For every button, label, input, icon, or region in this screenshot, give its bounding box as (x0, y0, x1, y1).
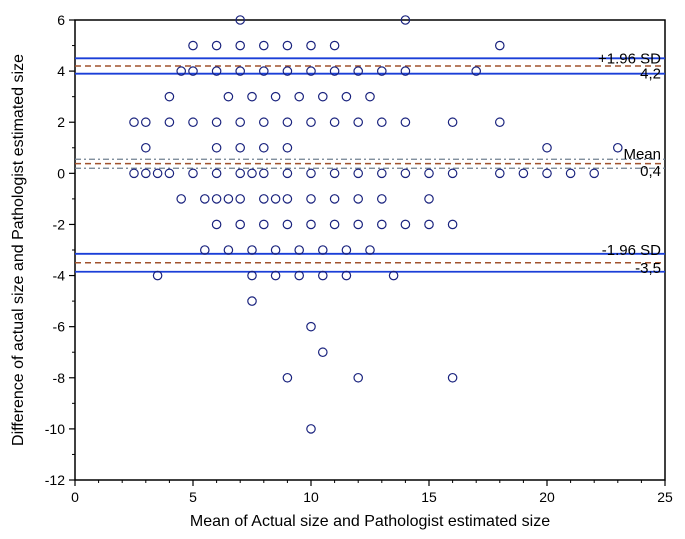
line-annotation: 0,4 (640, 163, 661, 180)
y-tick-label: -12 (45, 472, 65, 488)
bland-altman-chart: 0510152025-12-10-8-6-4-20246+1.96 SD4,2M… (0, 0, 685, 539)
y-tick-label: -10 (45, 421, 65, 437)
line-annotation: -1.96 SD (602, 242, 661, 259)
x-tick-label: 20 (539, 489, 555, 505)
x-axis-label: Mean of Actual size and Pathologist esti… (190, 513, 550, 530)
x-tick-label: 5 (189, 489, 197, 505)
y-tick-label: -4 (53, 268, 66, 284)
line-annotation: -3,5 (635, 260, 661, 277)
y-axis-label: Difference of actual size and Pathologis… (10, 54, 27, 446)
y-tick-label: -6 (53, 319, 66, 335)
y-tick-label: 2 (57, 114, 65, 130)
x-tick-label: 10 (303, 489, 319, 505)
y-tick-label: 4 (57, 63, 65, 79)
x-tick-label: 25 (657, 489, 673, 505)
y-tick-label: -2 (53, 216, 66, 232)
x-tick-label: 0 (71, 489, 79, 505)
line-annotation: 4,2 (640, 66, 661, 83)
line-annotation: Mean (623, 146, 661, 163)
y-tick-label: -8 (53, 370, 66, 386)
x-tick-label: 15 (421, 489, 437, 505)
y-tick-label: 0 (57, 165, 65, 181)
y-tick-label: 6 (57, 12, 65, 28)
